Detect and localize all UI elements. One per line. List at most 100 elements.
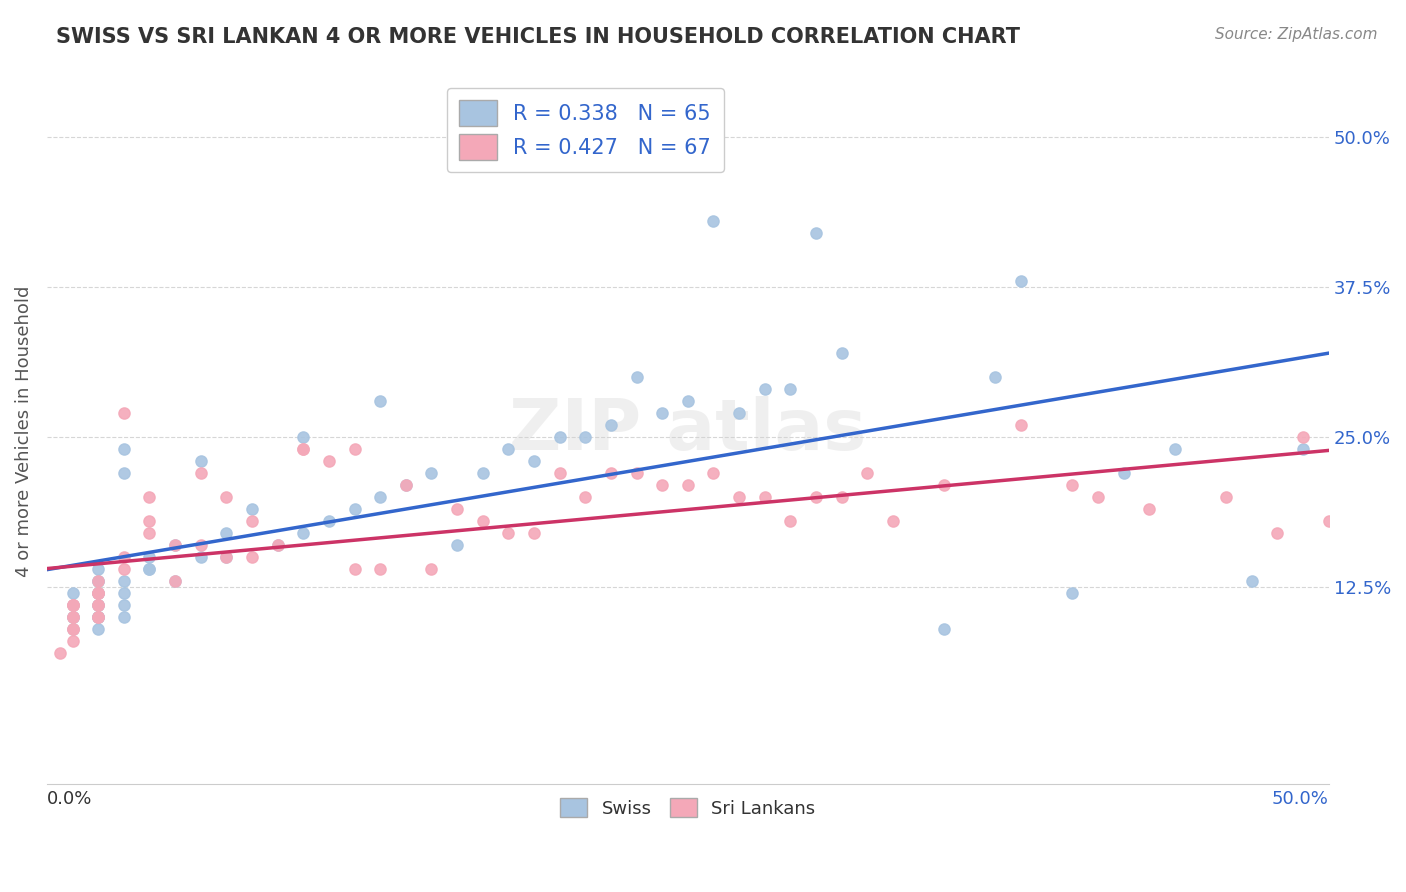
Point [62, 598, 84, 612]
Point [446, 538, 468, 552]
Point [112, 574, 135, 588]
Point [882, 514, 904, 528]
Point [1062, 585, 1084, 599]
Point [62, 622, 84, 636]
Point [1112, 466, 1135, 480]
Point [87, 562, 110, 576]
Point [804, 490, 827, 504]
Point [87, 609, 110, 624]
Point [87, 598, 110, 612]
Point [165, 538, 187, 552]
Point [112, 466, 135, 480]
Point [266, 538, 288, 552]
Point [266, 538, 288, 552]
Point [471, 514, 494, 528]
Point [626, 370, 648, 384]
Point [62, 585, 84, 599]
Point [804, 226, 827, 240]
Point [292, 525, 315, 540]
Point [600, 466, 623, 480]
Point [368, 562, 391, 576]
Point [754, 490, 776, 504]
Point [446, 501, 468, 516]
Point [702, 214, 724, 228]
Point [87, 609, 110, 624]
Point [1267, 525, 1289, 540]
Text: SWISS VS SRI LANKAN 4 OR MORE VEHICLES IN HOUSEHOLD CORRELATION CHART: SWISS VS SRI LANKAN 4 OR MORE VEHICLES I… [56, 27, 1021, 46]
Point [62, 609, 84, 624]
Point [702, 466, 724, 480]
Point [292, 430, 315, 444]
Point [138, 562, 160, 576]
Point [728, 406, 751, 420]
Point [87, 598, 110, 612]
Point [112, 585, 135, 599]
Point [87, 585, 110, 599]
Point [1087, 490, 1109, 504]
Point [87, 585, 110, 599]
Point [318, 454, 340, 468]
Point [190, 538, 212, 552]
Point [112, 406, 135, 420]
Point [318, 514, 340, 528]
Point [62, 609, 84, 624]
Point [215, 490, 238, 504]
Point [240, 549, 263, 564]
Point [1062, 478, 1084, 492]
Text: Source: ZipAtlas.com: Source: ZipAtlas.com [1215, 27, 1378, 42]
Point [1292, 442, 1315, 456]
Text: 0.0%: 0.0% [46, 790, 93, 808]
Point [1010, 417, 1032, 432]
Point [368, 394, 391, 409]
Point [574, 490, 596, 504]
Y-axis label: 4 or more Vehicles in Household: 4 or more Vehicles in Household [15, 285, 32, 576]
Point [87, 609, 110, 624]
Point [1292, 430, 1315, 444]
Point [215, 525, 238, 540]
Point [190, 454, 212, 468]
Point [190, 466, 212, 480]
Point [87, 585, 110, 599]
Point [420, 562, 443, 576]
Point [87, 609, 110, 624]
Point [112, 598, 135, 612]
Point [190, 549, 212, 564]
Point [138, 525, 160, 540]
Point [112, 549, 135, 564]
Point [138, 514, 160, 528]
Point [62, 598, 84, 612]
Point [138, 562, 160, 576]
Point [87, 585, 110, 599]
Text: 50.0%: 50.0% [1272, 790, 1329, 808]
Point [395, 478, 418, 492]
Point [831, 346, 853, 360]
Point [215, 549, 238, 564]
Point [600, 417, 623, 432]
Point [87, 598, 110, 612]
Point [548, 466, 571, 480]
Point [343, 501, 366, 516]
Point [1137, 501, 1160, 516]
Point [984, 370, 1007, 384]
Point [215, 549, 238, 564]
Point [934, 622, 956, 636]
Point [48, 646, 70, 660]
Point [87, 574, 110, 588]
Point [1164, 442, 1187, 456]
Point [368, 490, 391, 504]
Point [240, 501, 263, 516]
Point [87, 585, 110, 599]
Point [754, 382, 776, 396]
Point [779, 514, 801, 528]
Point [498, 525, 520, 540]
Point [87, 574, 110, 588]
Point [87, 598, 110, 612]
Point [87, 609, 110, 624]
Point [62, 609, 84, 624]
Point [87, 574, 110, 588]
Point [523, 525, 546, 540]
Point [112, 609, 135, 624]
Point [651, 406, 673, 420]
Point [138, 549, 160, 564]
Point [343, 562, 366, 576]
